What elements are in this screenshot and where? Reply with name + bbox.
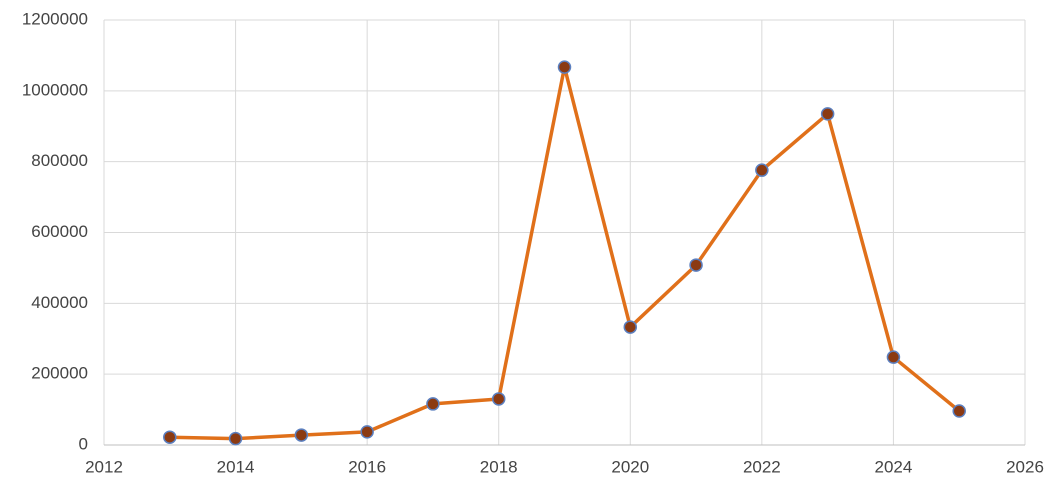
x-tick-label: 2026 bbox=[1006, 457, 1044, 476]
data-line bbox=[169, 65, 961, 441]
data-point bbox=[360, 425, 374, 439]
y-tick-label: 0 bbox=[79, 434, 88, 453]
data-point bbox=[294, 428, 309, 442]
data-point bbox=[886, 350, 901, 364]
y-tick-label: 1200000 bbox=[22, 9, 88, 28]
x-tick-label: 2012 bbox=[85, 457, 123, 476]
data-point bbox=[491, 392, 506, 406]
x-tick-label: 2016 bbox=[348, 457, 386, 476]
data-point bbox=[952, 404, 966, 418]
data-point bbox=[228, 431, 243, 446]
data-point bbox=[623, 320, 638, 334]
data-point bbox=[820, 107, 835, 121]
x-tick-label: 2020 bbox=[611, 457, 649, 476]
y-tick-label: 1000000 bbox=[22, 80, 88, 99]
y-tick-label: 200000 bbox=[31, 364, 88, 383]
data-point bbox=[557, 60, 572, 74]
y-tick-label: 800000 bbox=[31, 151, 88, 170]
y-tick-label: 600000 bbox=[31, 222, 88, 241]
data-point bbox=[755, 163, 769, 177]
data-point bbox=[163, 430, 177, 444]
x-tick-label: 2018 bbox=[480, 457, 518, 476]
x-tick-label: 2024 bbox=[875, 457, 913, 476]
x-tick-label: 2022 bbox=[743, 457, 781, 476]
data-point bbox=[689, 258, 703, 272]
x-tick-label: 2014 bbox=[217, 457, 255, 476]
data-point bbox=[426, 397, 440, 411]
y-tick-label: 400000 bbox=[31, 293, 88, 312]
